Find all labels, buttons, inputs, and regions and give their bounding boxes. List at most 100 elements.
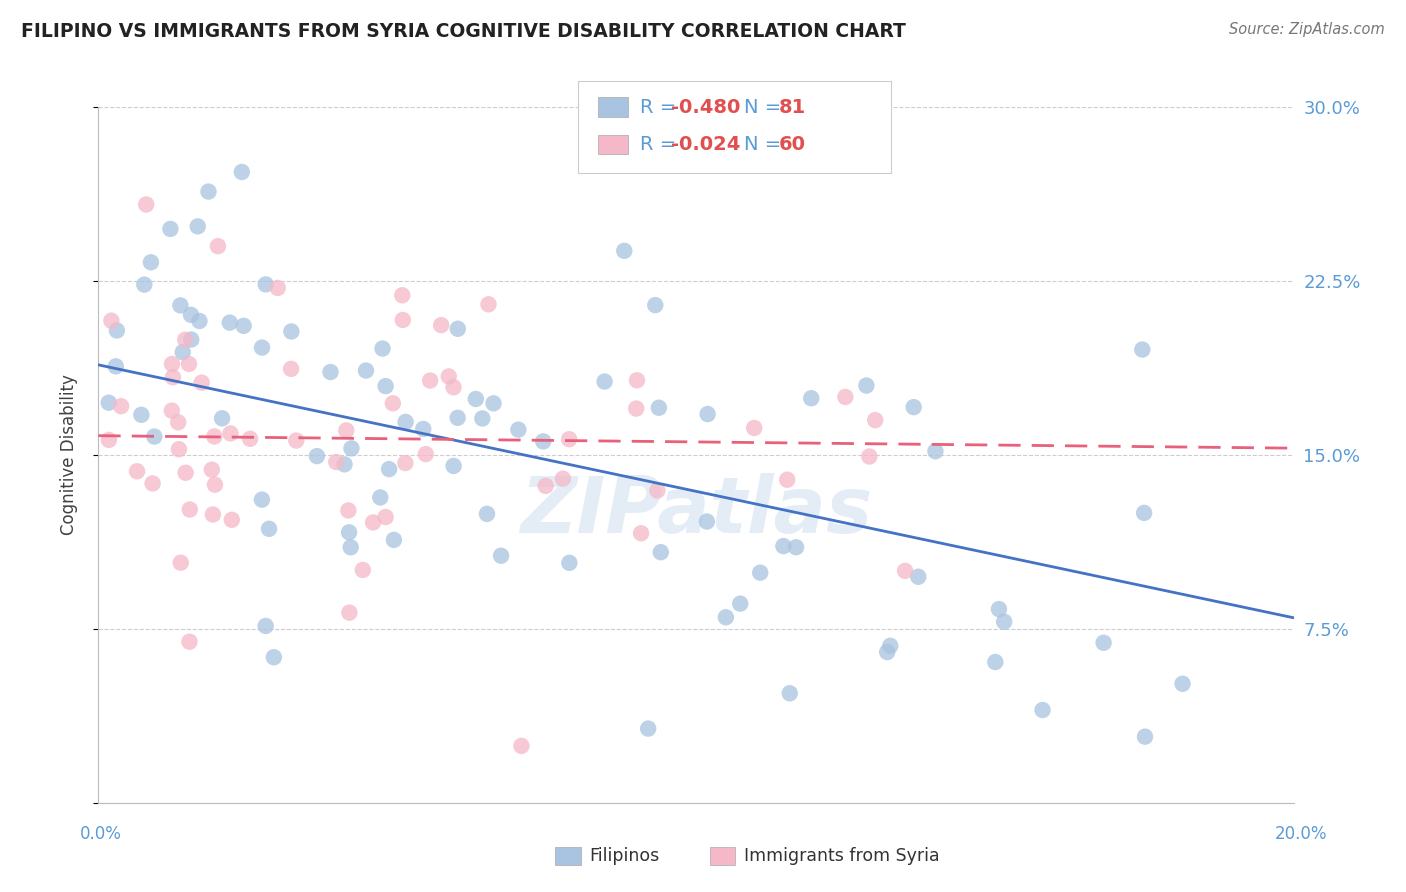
Point	[446, 410, 468, 425]
Point	[267, 281, 290, 295]
Point	[143, 429, 166, 443]
Point	[475, 507, 498, 521]
Point	[139, 255, 162, 269]
Point	[1171, 677, 1194, 691]
Point	[250, 341, 273, 355]
Text: ZIPatlas: ZIPatlas	[520, 473, 872, 549]
Point	[131, 408, 153, 422]
Text: Filipinos: Filipinos	[589, 847, 659, 865]
Point	[250, 492, 273, 507]
Point	[254, 619, 277, 633]
Point	[696, 515, 718, 529]
Point	[325, 455, 347, 469]
Point	[464, 392, 486, 406]
Point	[239, 432, 262, 446]
Point	[172, 345, 194, 359]
Point	[613, 244, 636, 258]
Point	[551, 472, 574, 486]
Point	[218, 316, 240, 330]
Point	[391, 288, 413, 302]
Point	[179, 502, 201, 516]
Point	[430, 318, 453, 332]
Point	[984, 655, 1007, 669]
Point	[558, 556, 581, 570]
Point	[263, 650, 285, 665]
Point	[340, 442, 363, 456]
Point	[257, 522, 280, 536]
Point	[174, 333, 197, 347]
Point	[626, 401, 648, 416]
Point	[865, 413, 887, 427]
Point	[371, 342, 394, 356]
Point	[987, 602, 1010, 616]
Text: -0.024: -0.024	[671, 135, 740, 154]
Text: 60: 60	[779, 135, 806, 154]
Point	[204, 477, 226, 491]
Point	[280, 362, 302, 376]
Point	[352, 563, 374, 577]
Point	[187, 219, 209, 234]
Point	[558, 432, 581, 446]
Point	[110, 399, 132, 413]
Point	[135, 197, 157, 211]
Point	[412, 422, 434, 436]
Point	[160, 403, 183, 417]
Point	[188, 314, 211, 328]
Point	[201, 508, 224, 522]
Point	[174, 466, 197, 480]
Point	[319, 365, 342, 379]
Point	[447, 322, 470, 336]
Point	[593, 375, 616, 389]
Text: -0.480: -0.480	[671, 97, 740, 117]
Point	[443, 458, 465, 473]
Point	[333, 458, 356, 472]
Point	[202, 429, 225, 443]
Point	[381, 396, 404, 410]
Point	[650, 545, 672, 559]
Point	[855, 378, 877, 392]
Point	[779, 686, 801, 700]
Point	[728, 597, 751, 611]
Point	[190, 376, 212, 390]
Point	[630, 526, 652, 541]
Text: R =: R =	[640, 97, 682, 117]
Text: N =: N =	[744, 135, 787, 154]
Point	[749, 566, 772, 580]
Point	[335, 424, 357, 438]
Point	[337, 525, 360, 540]
Point	[647, 483, 669, 498]
Point	[924, 444, 946, 458]
Point	[907, 570, 929, 584]
Text: N =: N =	[744, 97, 787, 117]
Point	[903, 400, 925, 414]
Point	[211, 411, 233, 425]
Point	[378, 462, 401, 476]
Point	[201, 463, 224, 477]
Point	[508, 423, 530, 437]
Point	[232, 318, 254, 333]
Point	[394, 456, 416, 470]
Point	[785, 540, 807, 554]
Point	[482, 396, 505, 410]
Point	[305, 449, 328, 463]
Point	[894, 564, 917, 578]
Point	[219, 426, 242, 441]
Point	[696, 407, 718, 421]
Point	[160, 357, 183, 371]
Point	[374, 510, 396, 524]
Point	[97, 433, 120, 447]
Point	[179, 634, 201, 648]
Point	[231, 165, 253, 179]
Point	[394, 415, 416, 429]
Point	[337, 503, 360, 517]
Point	[339, 606, 360, 620]
Text: FILIPINO VS IMMIGRANTS FROM SYRIA COGNITIVE DISABILITY CORRELATION CHART: FILIPINO VS IMMIGRANTS FROM SYRIA COGNIT…	[21, 22, 905, 41]
Y-axis label: Cognitive Disability: Cognitive Disability	[59, 375, 77, 535]
Point	[534, 479, 557, 493]
Point	[207, 239, 229, 253]
Point	[159, 222, 181, 236]
Point	[167, 415, 190, 429]
Text: 20.0%: 20.0%	[1274, 825, 1327, 843]
Point	[104, 359, 127, 374]
Point	[415, 447, 437, 461]
